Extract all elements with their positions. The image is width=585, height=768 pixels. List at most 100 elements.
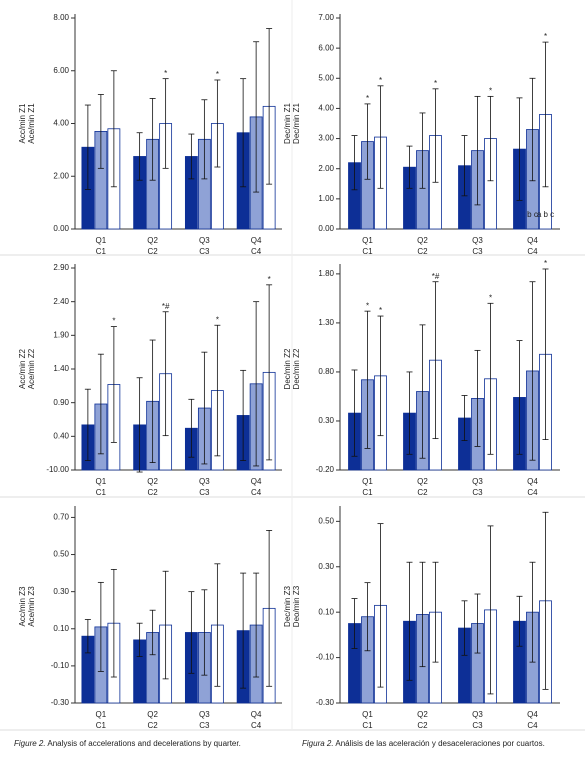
x-tick-label: C2 (417, 488, 428, 497)
y-tick-label: 1.00 (318, 194, 334, 203)
y-tick-label: 4.00 (318, 104, 334, 113)
x-tick-label: C1 (96, 721, 107, 730)
y-tick-label: 6.00 (318, 43, 334, 52)
y-tick-label: 2.00 (53, 171, 69, 180)
caption-label: Figura 2. (302, 739, 334, 748)
y-tick-label: 0.50 (53, 550, 69, 559)
caption: Figura 2. Análisis de las aceleración y … (302, 739, 545, 748)
x-tick-label: C3 (472, 247, 483, 256)
x-tick-label: Q4 (251, 477, 262, 486)
y-axis-label: Acc/min Z1 (18, 103, 27, 144)
x-tick-label: Q4 (251, 236, 262, 245)
x-tick-label: C1 (362, 247, 373, 256)
x-tick-label: C1 (96, 488, 107, 497)
y-axis-label: Acc/min Z3 (18, 586, 27, 627)
y-tick-label: -0.10 (51, 661, 70, 670)
x-tick-label: C2 (148, 721, 159, 730)
annotation: * (379, 306, 382, 315)
y-tick-label: 0.40 (53, 431, 69, 440)
x-tick-label: C3 (472, 721, 483, 730)
x-tick-label: C1 (362, 488, 373, 497)
y-tick-label: -0.30 (51, 698, 70, 707)
y-tick-label: 0.00 (53, 224, 69, 233)
annotation: * (489, 86, 492, 95)
y-tick-label: 0.10 (318, 607, 334, 616)
y-axis-label: Dec/min Z2 (283, 348, 292, 389)
y-tick-label: 2.90 (53, 263, 69, 272)
annotation: *# (432, 272, 440, 281)
y-tick-label: 0.30 (318, 416, 334, 425)
y-tick-label: 4.00 (53, 119, 69, 128)
x-tick-label: Q3 (199, 477, 210, 486)
x-tick-label: C2 (417, 247, 428, 256)
y-axis-label: Acc/min Z2 (18, 348, 27, 389)
x-tick-label: C1 (96, 247, 107, 256)
x-tick-label: Q4 (527, 710, 538, 719)
annotation: * (366, 94, 369, 103)
x-tick-label: C4 (251, 721, 262, 730)
y-axis-label: Ace/min Z1 (27, 103, 36, 144)
y-tick-label: 3.00 (318, 134, 334, 143)
x-tick-label: C1 (362, 721, 373, 730)
x-tick-label: C2 (148, 488, 159, 497)
y-tick-label: 2.00 (318, 164, 334, 173)
x-tick-label: Q1 (96, 710, 107, 719)
y-tick-label: 0.90 (53, 398, 69, 407)
caption-text: Analysis of accelerations and decelerati… (47, 739, 240, 748)
annotation: * (379, 76, 382, 85)
x-tick-label: C2 (148, 247, 159, 256)
y-tick-label: 1.80 (318, 269, 334, 278)
x-tick-label: C3 (472, 488, 483, 497)
x-tick-label: C4 (527, 721, 538, 730)
x-tick-label: Q3 (199, 710, 210, 719)
x-tick-label: C2 (417, 721, 428, 730)
x-tick-label: C4 (251, 247, 262, 256)
y-tick-label: -10.00 (46, 465, 69, 474)
annotation: * (434, 79, 437, 88)
y-tick-label: 0.30 (318, 562, 334, 571)
annotation: * (544, 259, 547, 268)
x-tick-label: Q1 (96, 236, 107, 245)
y-tick-label: 0.10 (53, 624, 69, 633)
annotation: a b c (537, 210, 554, 219)
annotation: * (216, 315, 219, 324)
annotation: *# (162, 302, 170, 311)
y-tick-label: 1.90 (53, 330, 69, 339)
y-tick-label: 2.40 (53, 297, 69, 306)
y-tick-label: -0.20 (316, 465, 335, 474)
annotation: * (164, 69, 167, 78)
annotation: * (544, 32, 547, 41)
y-tick-label: 0.70 (53, 513, 69, 522)
x-tick-label: Q2 (417, 236, 428, 245)
x-tick-label: Q2 (417, 710, 428, 719)
x-tick-label: Q2 (417, 477, 428, 486)
x-tick-label: Q2 (147, 710, 158, 719)
y-tick-label: 0.30 (53, 587, 69, 596)
annotation: * (112, 317, 115, 326)
y-tick-label: 0.00 (318, 224, 334, 233)
y-tick-label: -0.10 (316, 653, 335, 662)
caption: Figure 2. Analysis of accelerations and … (14, 739, 241, 748)
x-tick-label: Q1 (362, 477, 373, 486)
x-tick-label: Q1 (362, 236, 373, 245)
x-tick-label: Q3 (472, 477, 483, 486)
x-tick-label: C3 (199, 721, 210, 730)
y-tick-label: -0.30 (316, 698, 335, 707)
annotation: * (216, 70, 219, 79)
y-axis-label: Ace/min Z2 (27, 348, 36, 389)
y-tick-label: 6.00 (53, 66, 69, 75)
x-tick-label: C4 (527, 488, 538, 497)
annotation: * (268, 275, 271, 284)
y-tick-label: 8.00 (53, 13, 69, 22)
annotation: b c (527, 210, 538, 219)
x-tick-label: Q4 (527, 236, 538, 245)
y-tick-label: 7.00 (318, 13, 334, 22)
x-tick-label: Q3 (472, 710, 483, 719)
y-axis-label: Dec/min Z3 (283, 586, 292, 627)
x-tick-label: Q2 (147, 477, 158, 486)
x-tick-label: C3 (199, 488, 210, 497)
caption-text: Análisis de las aceleración y desacelera… (335, 739, 544, 748)
y-axis-label: Dec/min Z2 (292, 348, 301, 389)
y-tick-label: 1.40 (53, 364, 69, 373)
